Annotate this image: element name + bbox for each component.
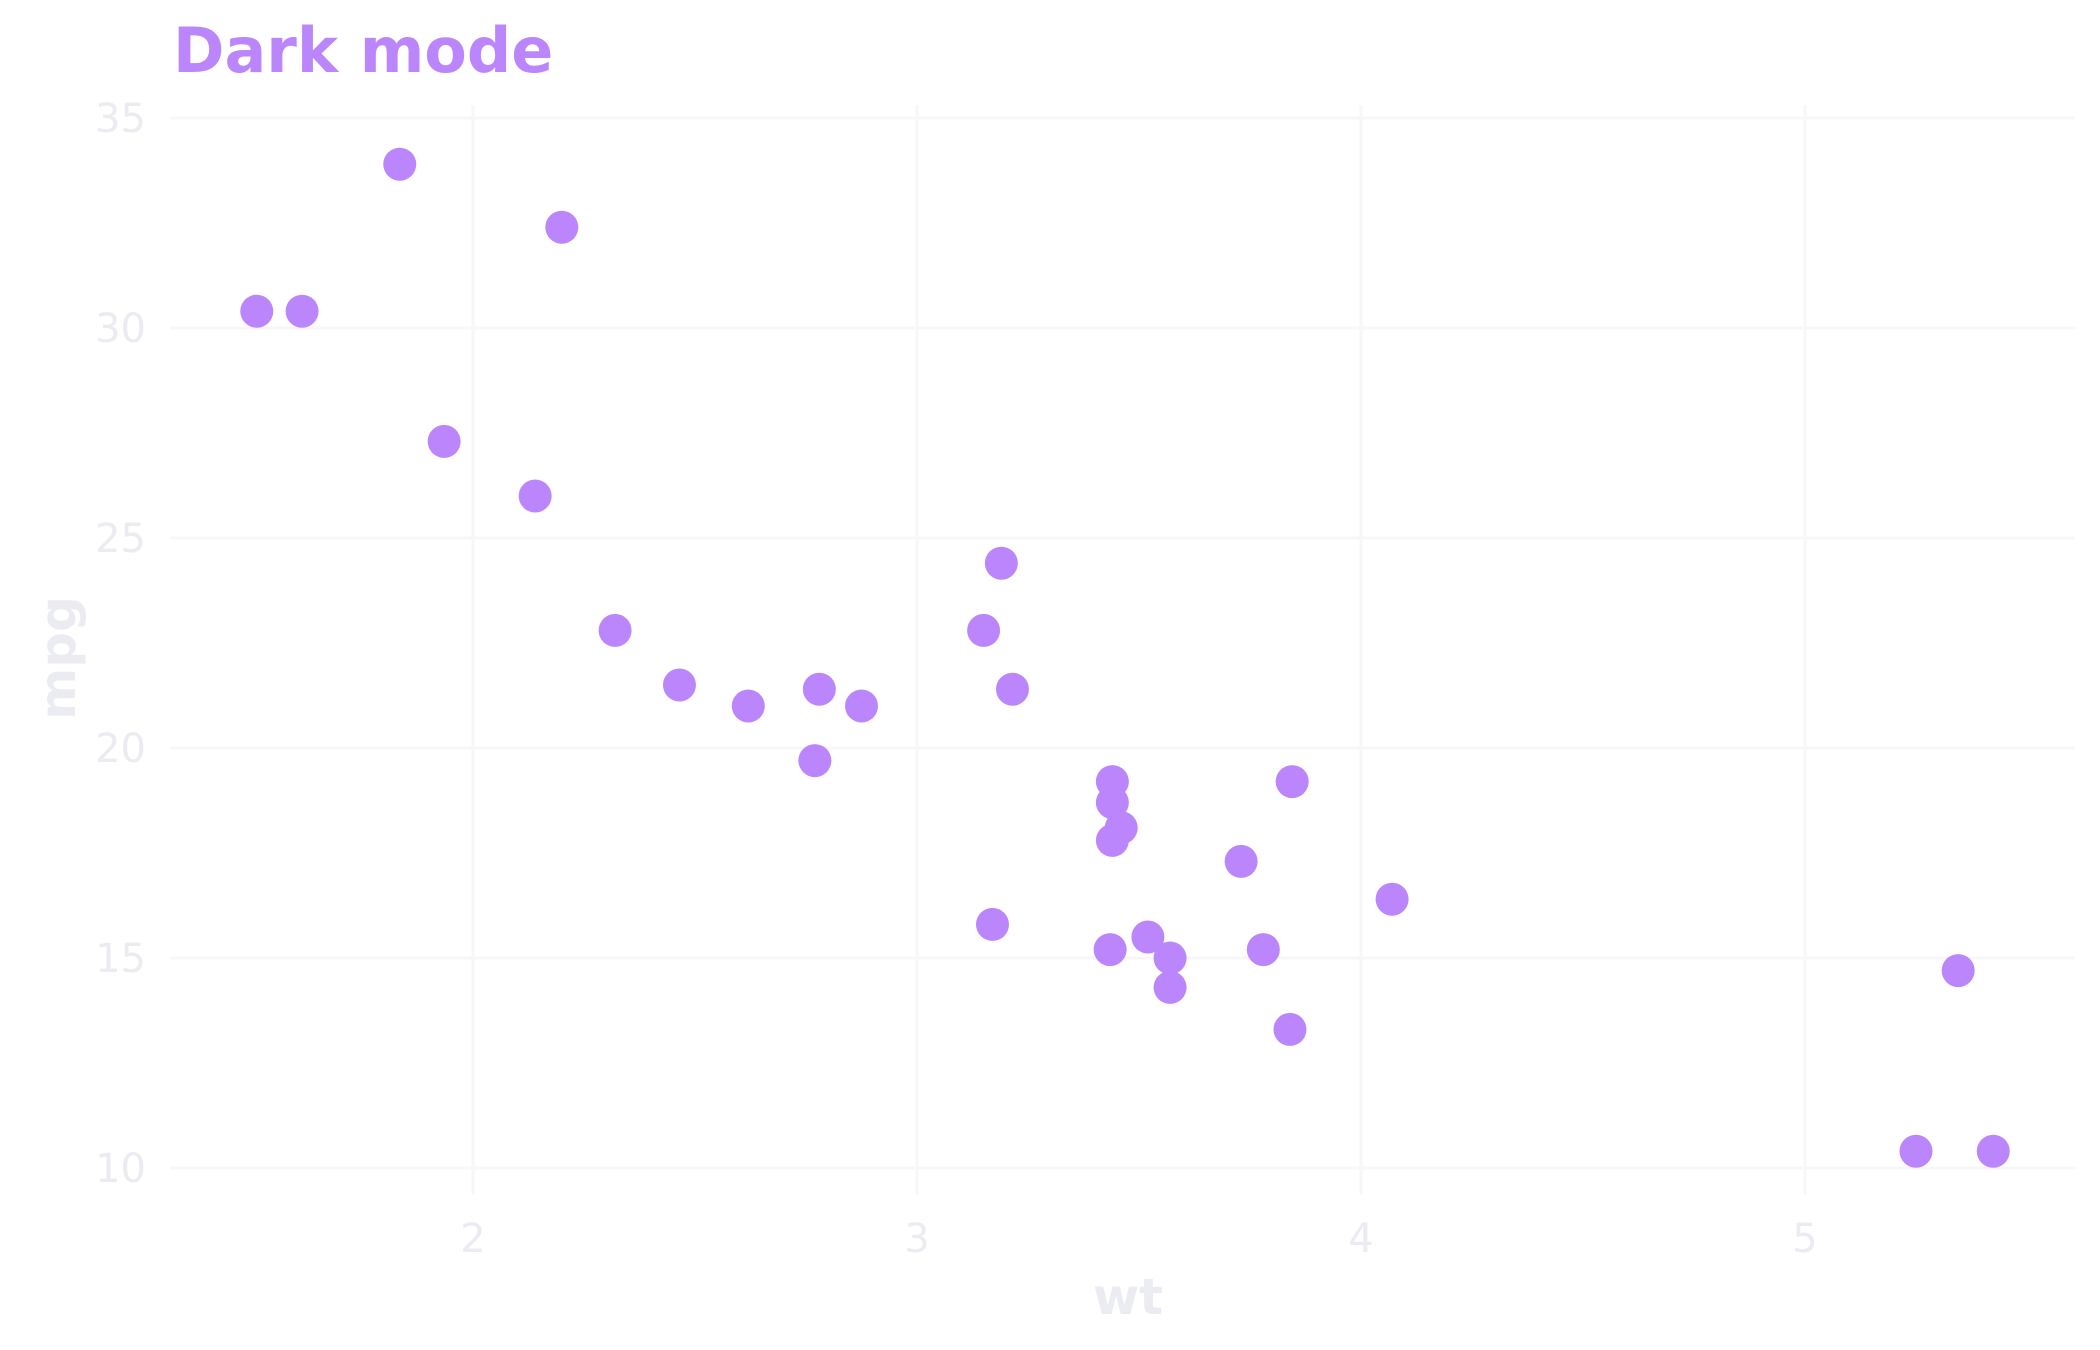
data-point [984, 546, 1018, 580]
data-point [798, 744, 832, 778]
y-tick-label: 15 [95, 936, 146, 982]
x-tick-label: 5 [1792, 1216, 1817, 1262]
data-point [545, 210, 579, 244]
data-point [427, 424, 461, 458]
data-point [967, 613, 1001, 647]
data-point [383, 147, 417, 181]
data-point [1375, 882, 1409, 916]
y-tick-label: 10 [95, 1146, 146, 1192]
data-point [518, 479, 552, 513]
data-point [1899, 1134, 1933, 1168]
data-point [1224, 844, 1258, 878]
data-point [1153, 970, 1187, 1004]
data-point [662, 668, 696, 702]
data-point [1131, 920, 1165, 954]
data-point [1095, 823, 1129, 857]
y-axis-ticks: 10 15 20 25 30 35 [95, 96, 146, 1192]
data-point [975, 907, 1009, 941]
data-points [240, 147, 2010, 1168]
y-tick-label: 35 [95, 96, 146, 142]
x-tick-label: 2 [460, 1216, 485, 1262]
data-point [1941, 954, 1975, 988]
y-tick-label: 25 [95, 516, 146, 562]
data-point [731, 689, 765, 723]
data-point [995, 672, 1029, 706]
data-point [845, 689, 878, 723]
x-axis-ticks: 2 3 4 5 [460, 1216, 1817, 1262]
data-point [1095, 765, 1129, 799]
data-point [1275, 765, 1309, 799]
y-axis-label: mpg [29, 596, 87, 720]
data-point [1093, 933, 1127, 967]
y-tick-label: 30 [95, 306, 146, 352]
data-point [1153, 941, 1187, 975]
y-tick-label: 20 [95, 726, 146, 772]
x-tick-label: 4 [1348, 1216, 1373, 1262]
x-axis-label: wt [1093, 1268, 1163, 1326]
data-point [240, 294, 274, 328]
x-tick-label: 3 [904, 1216, 929, 1262]
data-point [1246, 933, 1280, 967]
data-point [1976, 1134, 2010, 1168]
data-point [1273, 1012, 1307, 1046]
data-point [285, 294, 319, 328]
data-point [802, 672, 836, 706]
data-point [598, 613, 632, 647]
chart-title: Dark mode [173, 14, 553, 87]
